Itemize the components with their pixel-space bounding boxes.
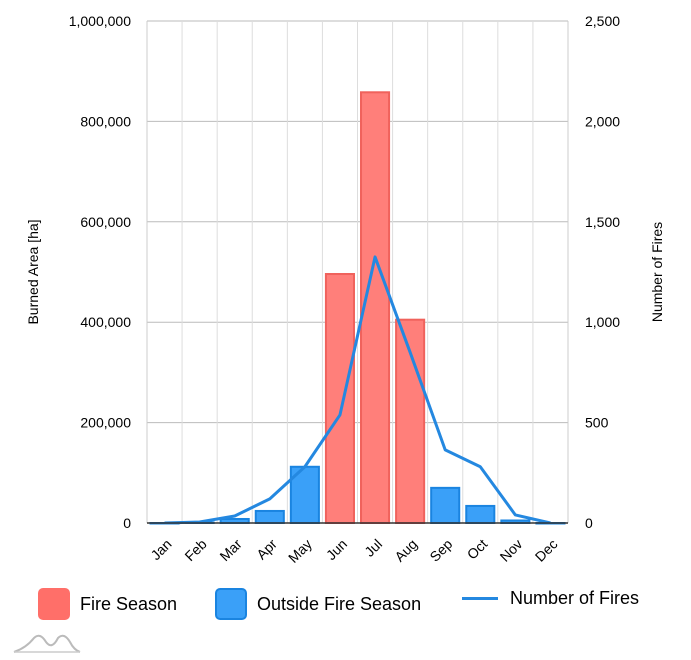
y2-tick-label: 2,000 — [585, 113, 620, 129]
x-tick-label: Mar — [216, 536, 245, 565]
x-tick-label: Jan — [147, 536, 174, 563]
x-tick-label: Dec — [532, 536, 561, 565]
y-tick-label: 400,000 — [80, 314, 131, 330]
y2-axis-label: Number of Fires — [649, 222, 665, 322]
x-tick-label: May — [285, 536, 315, 566]
x-tick-label: Jun — [323, 536, 350, 563]
legend-item-fire-season[interactable]: Fire Season — [38, 588, 177, 620]
y-tick-label: 200,000 — [80, 415, 131, 431]
legend-line — [462, 597, 498, 600]
y2-tick-label: 500 — [585, 415, 609, 431]
y-axis-label: Burned Area [ha] — [25, 219, 41, 324]
legend-swatch — [215, 588, 247, 620]
amcharts-logo-icon — [13, 634, 81, 653]
legend: Fire Season Outside Fire Season Number o… — [0, 588, 691, 628]
y2-tick-label: 1,000 — [585, 314, 620, 330]
y2-tick-label: 2,500 — [585, 13, 620, 29]
legend-label: Number of Fires — [510, 588, 640, 608]
y-tick-label: 0 — [123, 515, 131, 531]
chart: 0 0 200,000 500 400,000 1,000 600,000 1,500 800,… — [25, 13, 665, 566]
y2-tick-label: 0 — [585, 515, 593, 531]
legend-label: Outside Fire Season — [257, 593, 422, 614]
x-tick-label: Feb — [181, 536, 210, 565]
x-tick-label: Jul — [361, 536, 385, 560]
y-tick-label: 600,000 — [80, 214, 131, 230]
legend-label: Fire Season — [80, 593, 178, 614]
legend-item-number-of-fires[interactable]: Number of Fires — [462, 588, 639, 609]
y-tick-label: 1,000,000 — [69, 13, 131, 29]
x-tick-label: Aug — [391, 536, 420, 565]
x-tick-label: Nov — [497, 536, 526, 565]
bar-fire-season — [324, 273, 355, 524]
x-tick-label: Oct — [464, 536, 491, 563]
y2-tick-label: 1,500 — [585, 214, 620, 230]
x-tick-label: Apr — [253, 536, 280, 563]
bar-outside-fire-season — [254, 509, 285, 524]
bar-fire-season — [360, 91, 391, 524]
line-number-of-fires — [164, 255, 551, 525]
legend-swatch — [38, 588, 70, 620]
bar-outside-fire-season — [430, 486, 461, 524]
bar-outside-fire-season — [465, 504, 496, 525]
y-tick-label: 800,000 — [80, 113, 131, 129]
x-tick-label: Sep — [426, 536, 455, 565]
legend-item-outside-fire-season[interactable]: Outside Fire Season — [215, 588, 421, 620]
